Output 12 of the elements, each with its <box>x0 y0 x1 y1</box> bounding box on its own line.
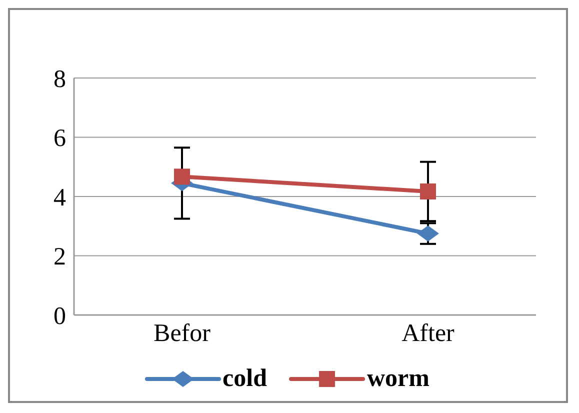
x-tick-label: After <box>402 320 456 347</box>
y-tick-label: 2 <box>54 244 66 271</box>
legend-label: cold <box>222 365 267 393</box>
y-tick-label: 0 <box>54 302 66 330</box>
point <box>420 183 436 200</box>
legend-label: worm <box>366 365 430 393</box>
point <box>174 168 190 185</box>
y-tick-label: 8 <box>54 66 66 93</box>
y-tick-label: 6 <box>54 125 66 152</box>
point <box>417 226 439 242</box>
y-tick-label: 4 <box>54 184 66 212</box>
x-tick-label: Befor <box>154 320 212 347</box>
